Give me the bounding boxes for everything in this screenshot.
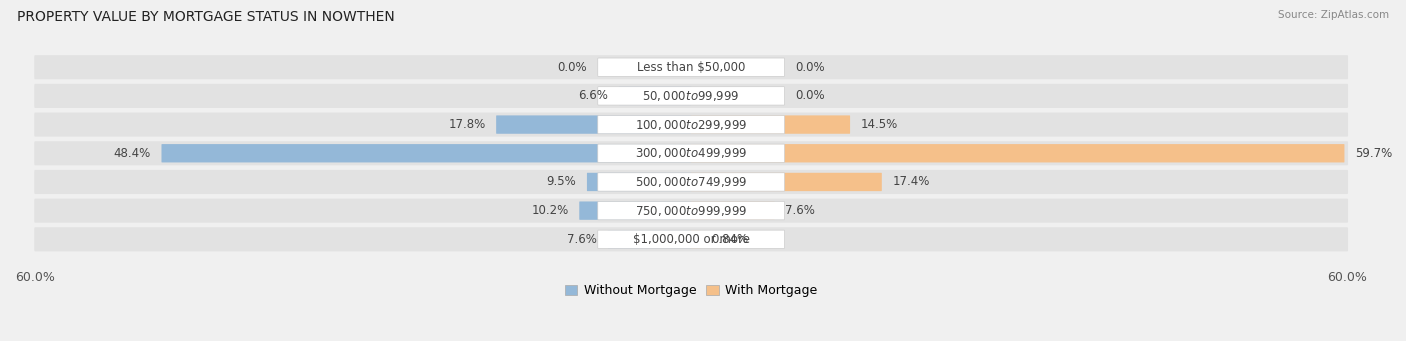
Text: 9.5%: 9.5% [547,176,576,189]
Text: Less than $50,000: Less than $50,000 [637,61,745,74]
Text: 17.4%: 17.4% [893,176,929,189]
Text: PROPERTY VALUE BY MORTGAGE STATUS IN NOWTHEN: PROPERTY VALUE BY MORTGAGE STATUS IN NOW… [17,10,395,24]
FancyBboxPatch shape [34,141,1348,165]
FancyBboxPatch shape [34,113,1348,137]
FancyBboxPatch shape [586,173,692,191]
Text: $500,000 to $749,999: $500,000 to $749,999 [636,175,748,189]
Text: $100,000 to $299,999: $100,000 to $299,999 [636,118,747,132]
Legend: Without Mortgage, With Mortgage: Without Mortgage, With Mortgage [560,279,823,302]
FancyBboxPatch shape [619,87,692,105]
Text: 0.84%: 0.84% [711,233,748,246]
Text: 6.6%: 6.6% [578,89,607,102]
FancyBboxPatch shape [162,144,692,162]
FancyBboxPatch shape [598,87,785,105]
FancyBboxPatch shape [598,230,785,249]
Text: 0.0%: 0.0% [558,61,588,74]
FancyBboxPatch shape [598,58,785,76]
Text: 17.8%: 17.8% [449,118,485,131]
FancyBboxPatch shape [607,230,692,249]
FancyBboxPatch shape [690,230,700,249]
Text: $300,000 to $499,999: $300,000 to $499,999 [636,146,748,160]
FancyBboxPatch shape [598,173,785,191]
Text: 0.0%: 0.0% [794,61,825,74]
Text: 14.5%: 14.5% [860,118,898,131]
FancyBboxPatch shape [598,115,785,134]
Text: $1,000,000 or more: $1,000,000 or more [633,233,749,246]
FancyBboxPatch shape [690,115,851,134]
FancyBboxPatch shape [690,173,882,191]
FancyBboxPatch shape [34,55,1348,79]
FancyBboxPatch shape [34,170,1348,194]
Text: $750,000 to $999,999: $750,000 to $999,999 [636,204,748,218]
FancyBboxPatch shape [34,227,1348,251]
FancyBboxPatch shape [598,144,785,162]
Text: 7.6%: 7.6% [567,233,598,246]
FancyBboxPatch shape [34,198,1348,223]
FancyBboxPatch shape [690,202,775,220]
Text: 7.6%: 7.6% [785,204,815,217]
FancyBboxPatch shape [496,115,692,134]
FancyBboxPatch shape [579,202,692,220]
FancyBboxPatch shape [598,202,785,220]
FancyBboxPatch shape [34,84,1348,108]
Text: Source: ZipAtlas.com: Source: ZipAtlas.com [1278,10,1389,20]
Text: 0.0%: 0.0% [794,89,825,102]
Text: 10.2%: 10.2% [531,204,568,217]
Text: 59.7%: 59.7% [1355,147,1392,160]
Text: 48.4%: 48.4% [114,147,150,160]
Text: $50,000 to $99,999: $50,000 to $99,999 [643,89,740,103]
FancyBboxPatch shape [690,144,1344,162]
